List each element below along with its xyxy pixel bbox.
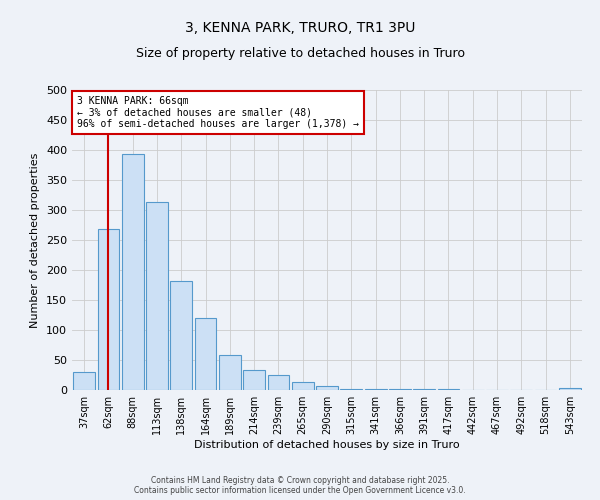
Text: 3, KENNA PARK, TRURO, TR1 3PU: 3, KENNA PARK, TRURO, TR1 3PU — [185, 21, 415, 35]
Bar — [73, 372, 95, 390]
Bar — [219, 354, 241, 390]
Bar — [268, 375, 289, 390]
Bar — [292, 382, 314, 390]
Bar — [559, 388, 581, 390]
Bar — [243, 370, 265, 390]
Bar — [146, 202, 168, 390]
Bar — [170, 281, 192, 390]
Text: Contains HM Land Registry data © Crown copyright and database right 2025.: Contains HM Land Registry data © Crown c… — [151, 476, 449, 485]
Text: Contains public sector information licensed under the Open Government Licence v3: Contains public sector information licen… — [134, 486, 466, 495]
X-axis label: Distribution of detached houses by size in Truro: Distribution of detached houses by size … — [194, 440, 460, 450]
Text: Size of property relative to detached houses in Truro: Size of property relative to detached ho… — [136, 47, 464, 60]
Bar — [194, 318, 217, 390]
Bar — [340, 389, 362, 390]
Bar — [122, 154, 143, 390]
Bar — [97, 229, 119, 390]
Text: 3 KENNA PARK: 66sqm
← 3% of detached houses are smaller (48)
96% of semi-detache: 3 KENNA PARK: 66sqm ← 3% of detached hou… — [77, 96, 359, 129]
Y-axis label: Number of detached properties: Number of detached properties — [31, 152, 40, 328]
Bar — [316, 386, 338, 390]
